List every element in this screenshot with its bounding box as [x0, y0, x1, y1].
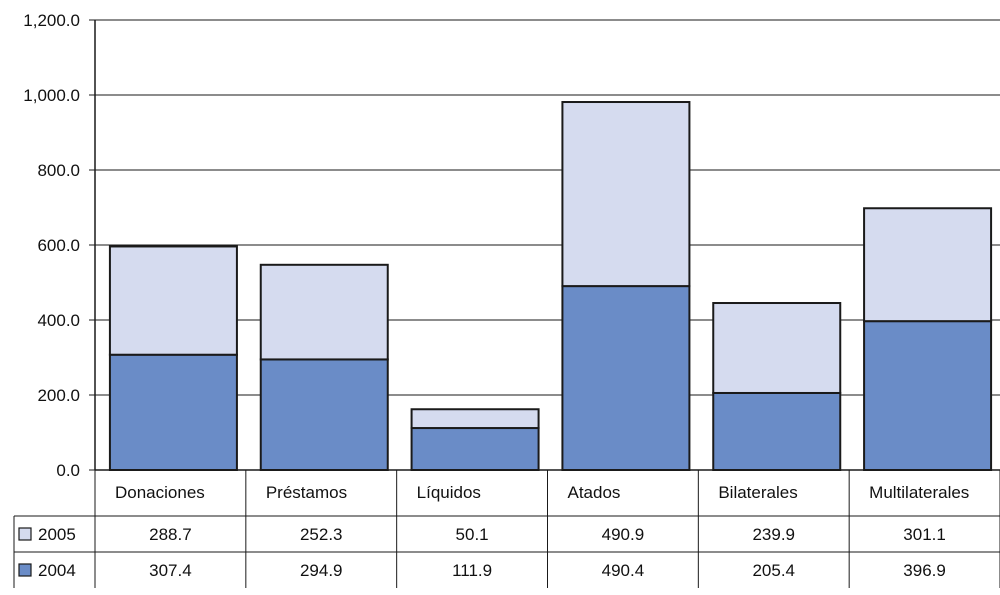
- bar-2005: [863, 207, 993, 323]
- bar-2004: [863, 320, 993, 471]
- bars: [108, 101, 993, 472]
- data-label: 490.9: [602, 525, 645, 544]
- legend-swatch-2005: [18, 527, 32, 541]
- category-label: Atados: [568, 483, 621, 502]
- legend-swatch-2004: [18, 563, 32, 577]
- legend-label: 2005: [38, 525, 76, 544]
- bar-2005: [712, 302, 842, 394]
- data-label: 50.1: [456, 525, 489, 544]
- data-label: 294.9: [300, 561, 343, 580]
- data-label: 396.9: [903, 561, 946, 580]
- y-tick-label: 600.0: [37, 236, 80, 255]
- bar-2004: [712, 391, 842, 472]
- bar-2005: [259, 263, 389, 361]
- data-label: 205.4: [752, 561, 795, 580]
- y-tick-label: 200.0: [37, 386, 80, 405]
- legend-label: 2004: [38, 561, 76, 580]
- y-axis-ticks: 0.0 200.0 400.0 600.0 800.0 1,000.0 1,200.0: [23, 11, 95, 480]
- data-label: 288.7: [149, 525, 192, 544]
- y-tick-label: 400.0: [37, 311, 80, 330]
- y-tick-label: 1,000.0: [23, 86, 80, 105]
- bar-2004: [259, 358, 389, 472]
- data-label: 301.1: [903, 525, 946, 544]
- bar-2005: [108, 245, 238, 356]
- bar-2005: [561, 101, 691, 288]
- data-table: Donaciones Préstamos Líquidos Atados Bilater…: [13, 470, 1000, 588]
- y-tick-label: 800.0: [37, 161, 80, 180]
- bar-2004: [410, 427, 540, 472]
- data-label: 252.3: [300, 525, 343, 544]
- data-label: 239.9: [752, 525, 795, 544]
- bar-2004: [108, 353, 238, 472]
- category-label: Multilaterales: [869, 483, 969, 502]
- data-label: 490.4: [602, 561, 645, 580]
- bar-2004: [561, 285, 691, 471]
- data-label: 111.9: [452, 561, 492, 580]
- category-label: Préstamos: [266, 483, 347, 502]
- category-label: Donaciones: [115, 483, 205, 502]
- y-tick-label: 0.0: [56, 461, 80, 480]
- y-tick-label: 1,200.0: [23, 11, 80, 30]
- data-label: 307.4: [149, 561, 192, 580]
- bar-2005: [410, 408, 540, 430]
- category-label: Líquidos: [417, 483, 481, 502]
- category-label: Bilaterales: [718, 483, 797, 502]
- gridlines: [95, 19, 1000, 396]
